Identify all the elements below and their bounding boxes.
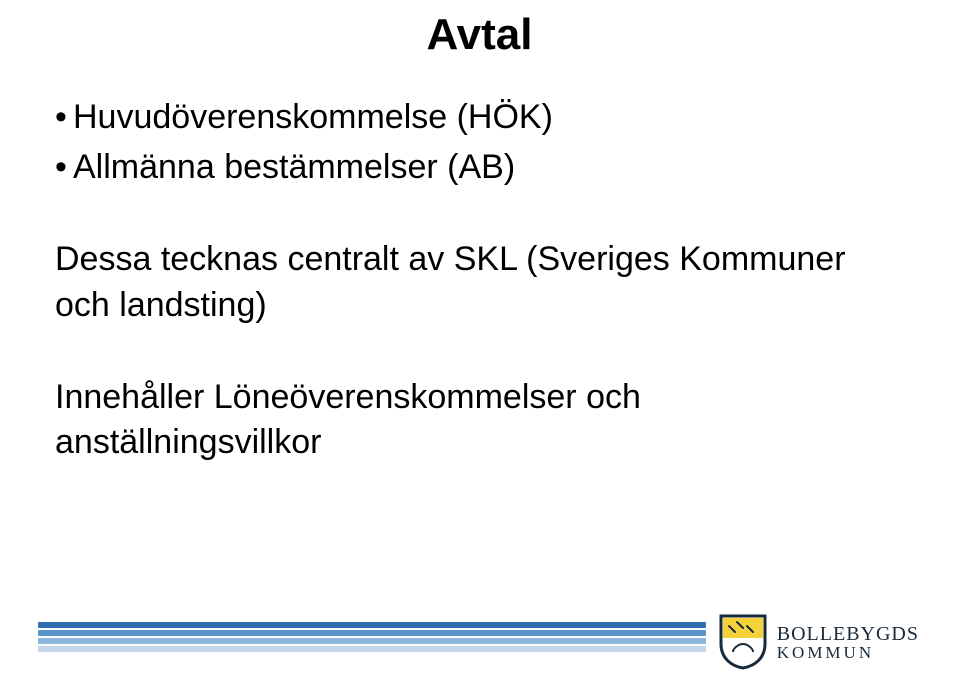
stripe-4 — [38, 646, 706, 652]
bullet-item: • Allmänna bestämmelser (AB) — [55, 145, 904, 191]
bullet-dot-icon: • — [55, 95, 73, 141]
paragraph: Dessa tecknas centralt av SKL (Sveriges … — [55, 237, 904, 329]
bullet-text: Allmänna bestämmelser (AB) — [73, 145, 904, 191]
logo-line2: KOMMUN — [777, 644, 919, 661]
bullet-text: Huvudöverenskommelse (HÖK) — [73, 95, 904, 141]
paragraph: Innehåller Löneöverenskommelser och anst… — [55, 375, 904, 467]
slide: Avtal • Huvudöverenskommelse (HÖK) • All… — [0, 0, 959, 688]
footer-stripes — [38, 622, 706, 652]
stripe-3 — [38, 638, 706, 644]
municipality-logo: BOLLEBYGDS KOMMUN — [719, 614, 919, 670]
slide-title: Avtal — [0, 10, 959, 60]
bullet-item: • Huvudöverenskommelse (HÖK) — [55, 95, 904, 141]
stripe-2 — [38, 630, 706, 636]
logo-text: BOLLEBYGDS KOMMUN — [777, 624, 919, 661]
logo-line1: BOLLEBYGDS — [777, 624, 919, 644]
slide-content: • Huvudöverenskommelse (HÖK) • Allmänna … — [55, 95, 904, 466]
bullet-dot-icon: • — [55, 145, 73, 191]
stripe-1 — [38, 622, 706, 628]
shield-icon — [719, 614, 767, 670]
